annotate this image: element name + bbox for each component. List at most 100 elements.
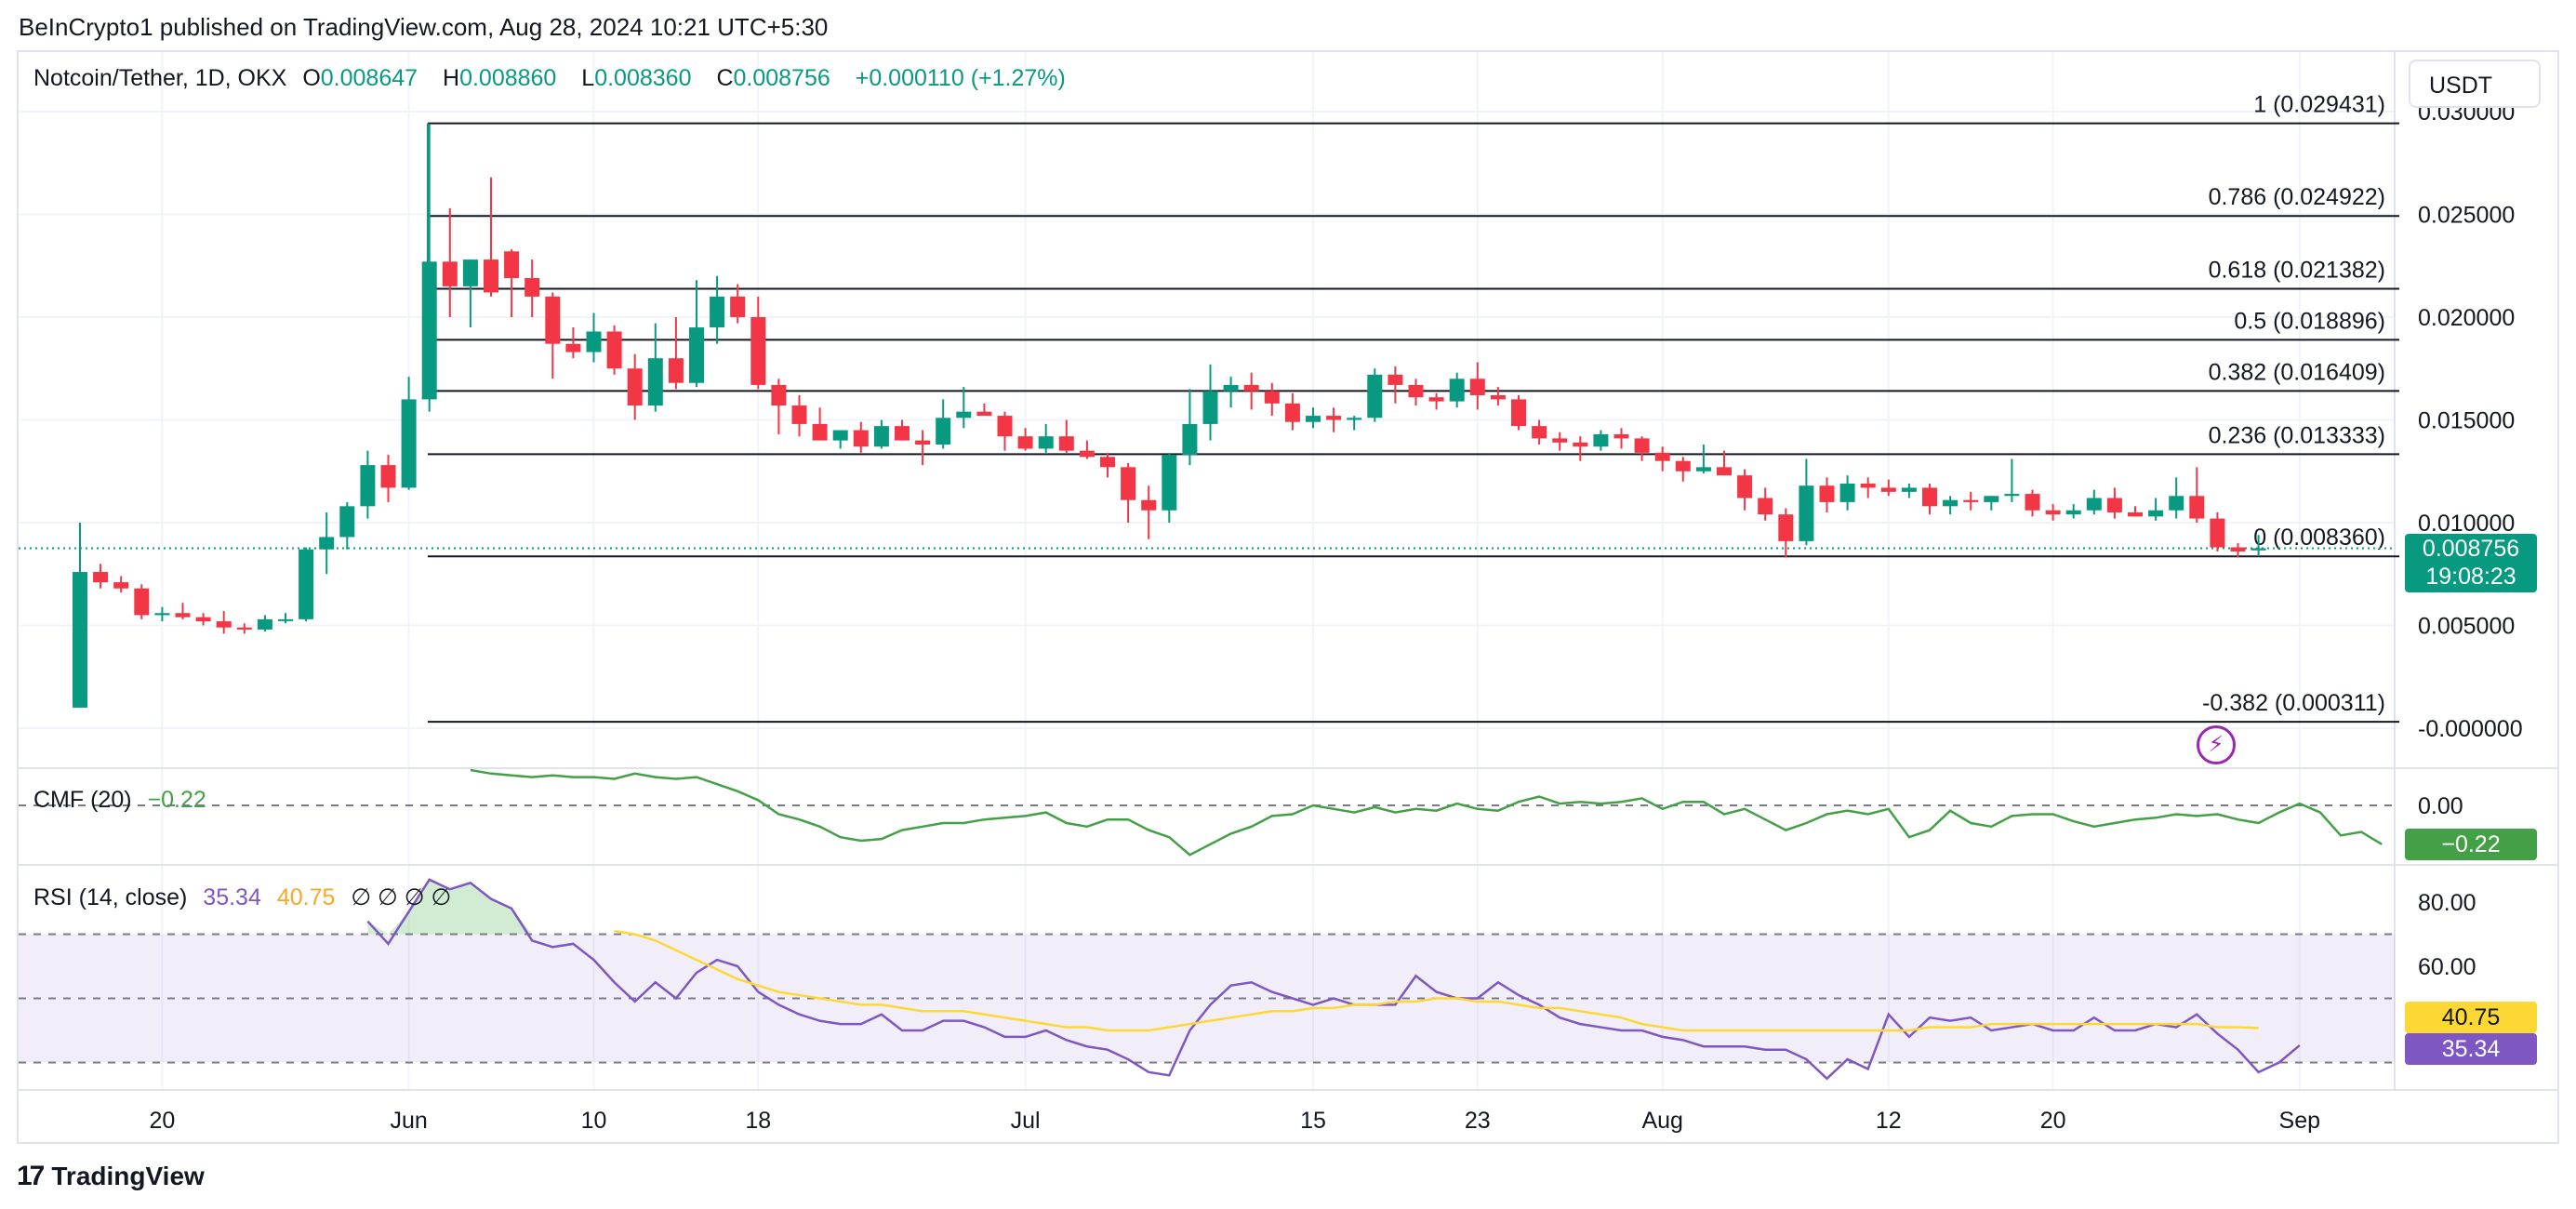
candle-body <box>1901 487 1917 492</box>
rsi-value-box: 35.34 <box>2405 1033 2537 1065</box>
candle-body <box>401 399 417 488</box>
candle-body <box>1284 403 1300 422</box>
candle-body <box>1469 379 1485 395</box>
candle-body <box>278 618 293 621</box>
candle-body <box>1202 391 1218 424</box>
candle-body <box>1449 379 1465 402</box>
fib-level-label: 0 (0.008360) <box>2253 525 2385 551</box>
lightning-icon[interactable]: ⚡ <box>2197 725 2236 764</box>
chart-frame <box>17 50 2559 1144</box>
candle-body <box>2169 496 2184 511</box>
time-axis-tick: 20 <box>149 1108 175 1134</box>
candle-body <box>421 261 437 400</box>
candle-body <box>1408 384 1424 398</box>
candle-body <box>895 426 910 441</box>
cmf-label[interactable]: CMF (20) <box>33 787 132 813</box>
candle-body <box>1963 499 1979 502</box>
candle-body <box>771 384 787 406</box>
current-price-value: 0.008756 <box>2422 536 2520 562</box>
tv-logo-icon: 17 <box>17 1161 45 1191</box>
change-value: +0.000110 (+1.27%) <box>855 65 1066 91</box>
time-axis-tick: 23 <box>1465 1108 1491 1134</box>
bar-countdown: 19:08:23 <box>2425 564 2516 590</box>
candle-body <box>915 440 931 445</box>
candle-body <box>668 358 684 383</box>
symbol-legend: Notcoin/Tether, 1D, OKX O0.008647 H0.008… <box>33 65 1075 92</box>
candle-body <box>1799 485 1814 541</box>
rsi-label[interactable]: RSI (14, close) <box>33 884 188 910</box>
price-axis-tick: 0.005000 <box>2418 614 2515 640</box>
tradingview-footer[interactable]: 17 TradingView <box>17 1161 205 1192</box>
rsi-band-background <box>19 934 2395 1063</box>
rsi-ma-box: 40.75 <box>2405 1002 2537 1033</box>
candle-body <box>216 621 232 628</box>
candle-body <box>1347 418 1362 420</box>
candle-body <box>1613 433 1629 439</box>
high-label: H <box>443 65 460 91</box>
candle-body <box>360 465 376 507</box>
candle-body <box>730 296 746 317</box>
candle-body <box>2045 510 2061 515</box>
rsi-line <box>366 878 2301 1081</box>
candle-body <box>2210 518 2225 548</box>
candle-body <box>2189 496 2205 519</box>
candle-body <box>1326 416 1342 420</box>
candle-body <box>524 278 540 297</box>
candle-body <box>2025 494 2040 511</box>
candle-body <box>1758 498 1773 515</box>
current-price-box: 0.008756 19:08:23 <box>2405 534 2537 592</box>
candle-body <box>606 331 622 369</box>
rsi-axis-tick: 80.00 <box>2418 890 2476 916</box>
currency-selector-button[interactable]: USDT <box>2409 60 2541 108</box>
candle-body <box>1100 457 1115 468</box>
rsi-legend: RSI (14, close) 35.34 40.75 ∅ ∅ ∅ ∅ <box>33 884 460 911</box>
candle-body <box>1306 416 1321 422</box>
candle-body <box>1182 423 1198 456</box>
candle-body <box>1058 436 1074 451</box>
time-axis-tick: 18 <box>745 1108 771 1134</box>
candle-body <box>1038 436 1054 449</box>
time-axis-tick: 20 <box>2040 1108 2066 1134</box>
symbol-title[interactable]: Notcoin/Tether, 1D, OKX <box>33 65 287 91</box>
cmf-value: −0.22 <box>147 787 206 813</box>
candle-body <box>750 317 766 385</box>
candle-body <box>1880 487 1896 492</box>
candle-body <box>1922 487 1937 507</box>
candle-body <box>1367 374 1383 418</box>
candle-body <box>2148 510 2164 517</box>
candle-body <box>319 537 335 550</box>
candle-body <box>1141 499 1157 511</box>
candle-body <box>236 627 252 630</box>
high-value: 0.008860 <box>459 65 557 91</box>
candle-body <box>832 430 848 441</box>
candle-body <box>1737 475 1753 498</box>
candle-body <box>1017 436 1033 449</box>
low-value: 0.008360 <box>594 65 692 91</box>
candle-body <box>1573 442 1588 447</box>
cmf-legend: CMF (20) −0.22 <box>33 787 216 814</box>
candle-body <box>257 618 272 630</box>
candle-body <box>2106 498 2122 512</box>
fib-level-label: 0.786 (0.024922) <box>2209 184 2385 210</box>
candle-body <box>1388 374 1403 385</box>
close-label: C <box>716 65 734 91</box>
candle-body <box>2086 498 2102 511</box>
candle-body <box>586 331 602 352</box>
candle-body <box>1860 484 1876 488</box>
candle-body <box>339 506 355 538</box>
price-axis-tick: 0.010000 <box>2418 511 2515 537</box>
candle-body <box>73 572 87 708</box>
time-axis-tick: 12 <box>1876 1108 1902 1134</box>
candle-body <box>2230 547 2246 551</box>
candle-body <box>442 261 458 286</box>
candle-body <box>1593 433 1609 447</box>
close-value: 0.008756 <box>733 65 830 91</box>
tradingview-logo-text: TradingView <box>51 1162 205 1190</box>
candle-body <box>647 358 663 406</box>
candle-body <box>627 368 643 406</box>
candle-body <box>2004 494 2020 497</box>
candle-body <box>1121 467 1136 500</box>
candle-body <box>134 588 150 616</box>
candle-body <box>956 411 972 418</box>
